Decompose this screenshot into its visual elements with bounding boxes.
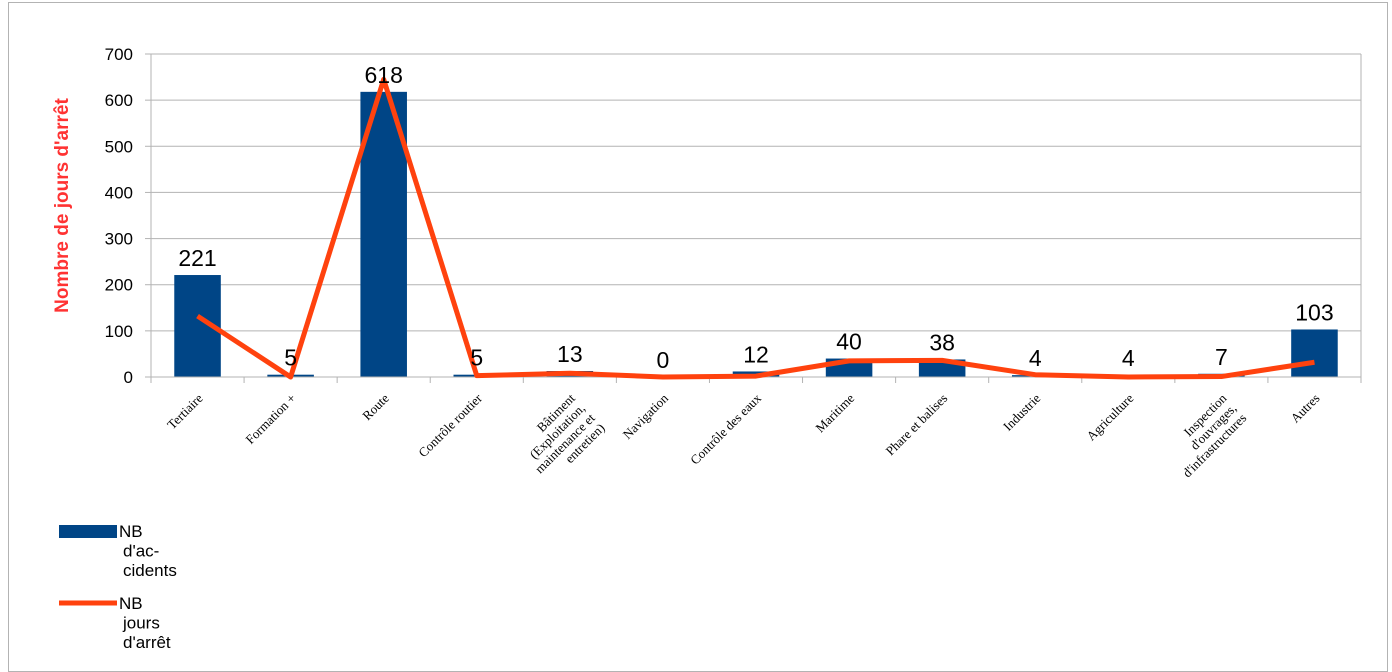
x-category-label-line: Phare et balises [882,391,950,459]
x-category-label: Bâtiment(Exploitation,maintenance etentr… [512,390,608,486]
chart-frame: 221 5 618 5 13 0 12 40 38 4 4 7 103 0 100 200 300 400 500… [8,2,1388,672]
x-category-label: Tertiaire [164,390,206,432]
bar-series [174,92,1337,378]
y-tick-label: 0 [124,368,133,387]
bar-value-label: 40 [836,329,862,355]
legend-label-line: d'ac- [123,542,159,561]
x-category-label-line: Tertiaire [164,390,206,432]
x-category-label: Autres [1287,391,1322,426]
legend-label-line: NB [119,594,143,613]
x-category-label-line: Maritime [812,390,857,435]
gridlines [145,54,1361,377]
y-tick-label: 200 [105,276,133,295]
legend-swatch [59,525,117,538]
x-category-label: Maritime [812,390,857,435]
x-category-label-line: Autres [1287,391,1322,426]
x-category-label: Navigation [620,390,672,442]
y-tick-label: 100 [105,322,133,341]
y-axis-label: Nombre de jours d'arrêt [52,98,73,313]
bar-value-label: 5 [470,345,483,371]
chart: 221 5 618 5 13 0 12 40 38 4 4 7 103 0 100 200 300 400 500… [9,3,1387,671]
x-category-label-line: Contrôle routier [415,390,485,460]
bar-value-label: 4 [1029,345,1042,371]
y-tick-label: 700 [105,45,133,64]
legend-label-line: cidents [123,561,177,580]
x-category-label: Phare et balises [882,391,950,459]
x-category-label-line: Formation + [242,391,298,447]
legend-label-line: d'arrêt [123,633,171,652]
bar-value-label: 221 [178,245,216,271]
x-category-label: Contrôle des eaux [687,390,764,467]
bar-value-label: 103 [1295,299,1333,325]
bar-value-label: 0 [657,347,670,373]
bar-value-label: 7 [1215,344,1228,370]
x-category-label-line: Agriculture [1083,390,1136,443]
y-tick-label: 500 [105,137,133,156]
y-tick-labels: 0 100 200 300 400 500 600 700 [105,45,133,387]
y-tick-label: 600 [105,91,133,110]
bar-value-label: 5 [284,345,297,371]
y-axis-title: Nombre de jours d'arrêt [52,98,73,313]
bar-value-label: 38 [929,329,955,355]
bar-value-label: 4 [1122,345,1135,371]
data-labels: 221 5 618 5 13 0 12 40 38 4 4 7 103 [178,62,1333,373]
x-category-label-line: Contrôle des eaux [687,390,764,467]
legend-label-line: jours [122,614,160,633]
y-tick-label: 300 [105,230,133,249]
x-category-label-line: Route [359,390,392,423]
bar-value-label: 12 [743,341,769,367]
x-category-label: Agriculture [1083,390,1136,443]
x-category-label: Contrôle routier [415,390,485,460]
x-category-labels: Tertiaire Formation + Route Contrôle routie… [164,390,1323,486]
x-category-label-line: Navigation [620,390,672,442]
x-category-label: Industrie [1000,390,1043,433]
x-category-label-line: Industrie [1000,390,1043,433]
bar [1291,329,1338,377]
x-category-label: Route [359,390,392,423]
x-category-label: Formation + [242,391,298,447]
bar-value-label: 13 [557,341,583,367]
axes [151,54,1361,383]
legend-label-line: NB [119,522,143,541]
bar-value-label: 618 [365,62,403,88]
y-tick-label: 400 [105,183,133,202]
x-category-label: Inspectiond'ouvrages,d'infrastructures [1160,390,1250,480]
